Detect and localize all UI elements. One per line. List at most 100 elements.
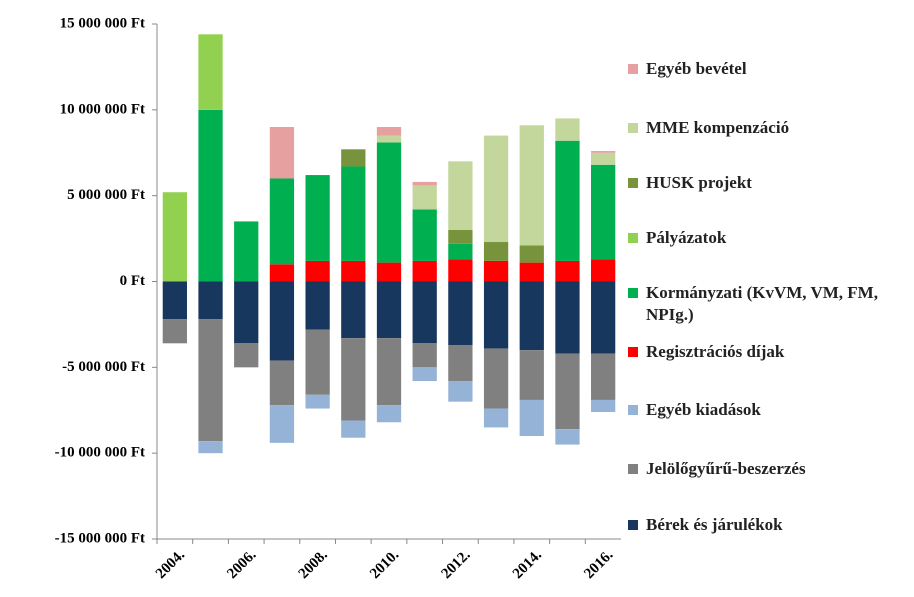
bar-segment xyxy=(269,178,295,265)
bar-segment xyxy=(412,367,437,382)
bar-segment xyxy=(234,221,259,282)
legend-item: MME kompenzáció xyxy=(628,117,912,139)
bar-segment xyxy=(483,408,509,428)
bar-segment xyxy=(376,281,402,339)
legend-label: Pályázatok xyxy=(646,228,727,247)
bar-segment xyxy=(483,260,509,282)
bar-segment xyxy=(591,281,616,354)
legend-label: Bérek és járulékok xyxy=(646,515,783,534)
bar-segment xyxy=(519,399,544,436)
legend-item: Egyéb bevétel xyxy=(628,58,912,80)
legend-label: Regisztrációs díjak xyxy=(646,342,785,361)
bar-segment xyxy=(269,405,295,443)
legend-swatch xyxy=(628,178,638,188)
bar-segment xyxy=(555,140,580,261)
bar-segment xyxy=(591,152,616,165)
legend-item: Pályázatok xyxy=(628,227,912,249)
bar-segment xyxy=(305,394,330,409)
bar-segment xyxy=(376,135,402,143)
bar-segment xyxy=(162,192,187,282)
x-tick-label: 2012. xyxy=(438,547,473,582)
bar-segment xyxy=(269,127,295,179)
legend-item: HUSK projekt xyxy=(628,172,912,194)
x-tick-label: 2008. xyxy=(296,547,331,582)
legend-swatch xyxy=(628,64,638,74)
chart: -15 000 000 Ft -10 000 000 Ft -5 000 000 F… xyxy=(55,15,621,582)
y-tick-label: -15 000 000 Ft xyxy=(55,530,145,546)
bar-segment xyxy=(448,243,473,260)
bar-segment xyxy=(376,142,402,263)
bar-segment xyxy=(341,260,366,282)
y-tick-label: -5 000 000 Ft xyxy=(62,359,145,375)
bar-segment xyxy=(198,441,223,454)
bar-segment xyxy=(412,281,437,344)
bar-segment xyxy=(305,329,330,395)
bar-segment xyxy=(341,166,366,261)
bar-segment xyxy=(448,161,473,230)
bar-segment xyxy=(341,149,366,167)
bar-segment xyxy=(412,260,437,282)
bar-segment xyxy=(448,259,473,282)
bar-segment xyxy=(448,345,473,382)
legend-swatch xyxy=(628,520,638,530)
y-tick-label: 10 000 000 Ft xyxy=(60,101,145,117)
bar-segment xyxy=(519,245,544,263)
legend-swatch xyxy=(628,347,638,357)
bar-segment xyxy=(412,343,437,368)
legend-item: Egyéb kiadások xyxy=(628,399,912,421)
bar-segment xyxy=(412,185,437,210)
bar-segment xyxy=(591,353,616,400)
bar-segment xyxy=(448,381,473,402)
bar-segment xyxy=(198,281,223,320)
bar-segment xyxy=(448,230,473,244)
legend-label: Jelölőgyűrű-beszerzés xyxy=(646,459,806,478)
bar-segment xyxy=(269,360,295,406)
y-tick-label: -10 000 000 Ft xyxy=(55,445,145,461)
bar-segment xyxy=(519,125,544,246)
bar-segment xyxy=(555,429,580,445)
bar-segment xyxy=(591,151,616,153)
bar-segment xyxy=(555,260,580,282)
bar-segment xyxy=(376,262,402,282)
bar-segment xyxy=(341,281,366,339)
x-tick-label: 2010. xyxy=(367,547,402,582)
y-tick-label: 0 Ft xyxy=(120,273,145,289)
bar-segment xyxy=(483,281,509,349)
legend-swatch xyxy=(628,288,638,298)
bar-segment xyxy=(305,281,330,330)
legend-item: Jelölőgyűrű-beszerzés xyxy=(628,458,912,480)
bar-segment xyxy=(269,264,295,282)
bar-segment xyxy=(376,127,402,136)
bar-segment xyxy=(305,260,330,282)
bar-segment xyxy=(162,281,187,320)
bar-segment xyxy=(483,348,509,409)
bar-segment xyxy=(483,242,509,261)
legend-label: Kormányzati (KvVM, VM, FM, NPIg.) xyxy=(646,283,878,324)
legend-label: HUSK projekt xyxy=(646,173,752,192)
bar-segment xyxy=(555,118,580,141)
bar-segment xyxy=(448,281,473,346)
legend-label: MME kompenzáció xyxy=(646,118,790,137)
bar-segment xyxy=(376,338,402,406)
y-tick-label: 15 000 000 Ft xyxy=(60,15,145,31)
legend-swatch xyxy=(628,405,638,415)
bar-segment xyxy=(555,353,580,430)
bar-segment xyxy=(198,34,223,110)
x-tick-label: 2006. xyxy=(224,547,259,582)
legend-swatch xyxy=(628,233,638,243)
legend-swatch xyxy=(628,123,638,133)
bar-segment xyxy=(341,338,366,421)
bar-segment xyxy=(234,343,259,368)
bar-segment xyxy=(198,109,223,282)
bar-segment xyxy=(591,399,616,412)
bar-segment xyxy=(519,350,544,400)
bar-segment xyxy=(305,175,330,261)
legend-label: Egyéb kiadások xyxy=(646,400,761,419)
bar-segment xyxy=(555,281,580,354)
legend-swatch xyxy=(628,464,638,474)
bar-segment xyxy=(483,135,509,243)
x-tick-label: 2004. xyxy=(153,547,188,582)
bar-segment xyxy=(519,281,544,351)
bar-segment xyxy=(162,319,187,344)
